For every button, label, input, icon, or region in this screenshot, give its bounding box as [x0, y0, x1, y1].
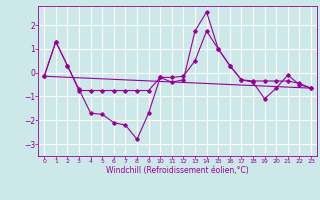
X-axis label: Windchill (Refroidissement éolien,°C): Windchill (Refroidissement éolien,°C) [106, 166, 249, 175]
